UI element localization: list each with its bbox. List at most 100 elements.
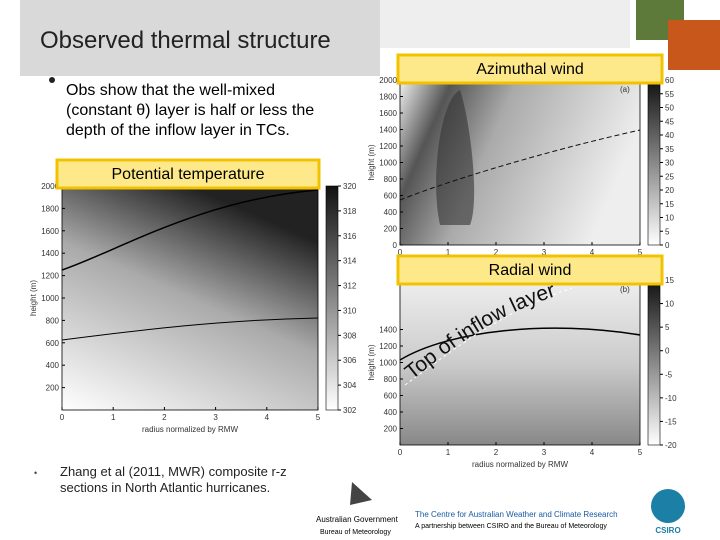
- contour-field: [400, 280, 640, 445]
- x-tick-label: 3: [542, 448, 547, 457]
- y-tick-label: 2000: [41, 182, 59, 191]
- y-tick-label: 1200: [379, 142, 397, 151]
- partner: A partnership between CSIRO and the Bure…: [415, 523, 607, 530]
- colorbar-tick-label: 35: [665, 145, 674, 154]
- label-box: [396, 53, 664, 85]
- y-tick-label: 800: [384, 175, 398, 184]
- colorbar-tick-label: -15: [665, 417, 677, 426]
- x-tick-label: 4: [265, 413, 270, 422]
- y-tick-label: 1000: [379, 359, 397, 368]
- colorbar-tick-label: 50: [665, 104, 674, 113]
- colorbar-tick-label: 306: [343, 356, 357, 365]
- colorbar-tick-label: 10: [665, 300, 674, 309]
- colorbar-tick-label: 320: [343, 182, 357, 191]
- bullet-line: Obs show that the well-mixed: [66, 82, 275, 99]
- x-tick-label: 2: [494, 248, 499, 257]
- y-tick-label: 1400: [41, 249, 59, 258]
- panel-tag: (b): [620, 285, 630, 294]
- colorbar-tick-label: -5: [665, 370, 673, 379]
- contour: [436, 90, 475, 225]
- colorbar-tick-label: 60: [665, 76, 674, 85]
- x-axis-label: radius normalized by RMW: [142, 425, 238, 434]
- x-tick-label: 1: [446, 448, 451, 457]
- bullet-dot: •: [34, 468, 37, 478]
- y-axis-label: height (m): [367, 344, 376, 380]
- panels: [61, 80, 641, 445]
- y-tick-label: 1600: [379, 109, 397, 118]
- csiro-logo: [651, 489, 685, 523]
- colorbar-tick-label: -10: [665, 394, 677, 403]
- colorbar-tick-label: 15: [665, 200, 674, 209]
- colorbar-tick-label: 302: [343, 406, 357, 415]
- x-tick-label: 2: [162, 413, 167, 422]
- x-tick-label: 3: [542, 248, 547, 257]
- x-axis-label: radius normalized by RMW: [472, 460, 568, 469]
- y-tick-label: 0: [393, 241, 398, 250]
- colorbar: [647, 279, 661, 446]
- title: Observed thermal structure: [40, 27, 331, 54]
- csiro: CSIRO: [655, 526, 680, 535]
- y-tick-label: 1800: [379, 93, 397, 102]
- x-tick-label: 3: [213, 413, 218, 422]
- contour-field: [62, 186, 318, 410]
- bullet: Obs show that the well-mixed (constant θ…: [66, 82, 314, 139]
- colorbar-tick-label: 308: [343, 331, 357, 340]
- y-tick-label: 1000: [379, 159, 397, 168]
- y-tick-label: 600: [46, 339, 60, 348]
- title-band-fade: [380, 0, 630, 48]
- y-tick-label: 2000: [379, 76, 397, 85]
- colorbar-tick-label: 0: [665, 347, 670, 356]
- bullet-line: depth of the inflow layer in TCs.: [66, 122, 290, 139]
- label-box: [55, 158, 321, 190]
- y-tick-label: 600: [384, 192, 398, 201]
- colorbar-tick-label: 30: [665, 159, 674, 168]
- contour-field: [400, 80, 640, 245]
- title-band: [20, 0, 380, 76]
- bullet-line: (constant θ) layer is half or less the: [66, 102, 314, 119]
- x-tick-label: 0: [60, 413, 65, 422]
- bom: Bureau of Meteorology: [320, 529, 391, 536]
- panel-label: Azimuthal wind: [476, 61, 584, 78]
- colorbar-tick-label: 25: [665, 172, 674, 181]
- y-tick-label: 1200: [41, 272, 59, 281]
- y-tick-label: 1400: [379, 126, 397, 135]
- x-tick-label: 2: [494, 448, 499, 457]
- y-tick-label: 400: [384, 408, 398, 417]
- label-box: [396, 254, 664, 286]
- colorbar-tick-label: 45: [665, 117, 674, 126]
- colorbar-tick-label: 10: [665, 214, 674, 223]
- x-tick-label: 5: [638, 448, 643, 457]
- x-tick-label: 5: [638, 248, 643, 257]
- x-tick-label: 0: [398, 448, 403, 457]
- citation: Zhang et al (2011, MWR) composite r-z: [60, 464, 287, 479]
- y-tick-label: 1400: [379, 326, 397, 335]
- colorbar-tick-label: 5: [665, 323, 670, 332]
- colorbar-tick-label: 0: [665, 241, 670, 250]
- y-tick-label: 400: [384, 208, 398, 217]
- y-tick-label: 800: [384, 375, 398, 384]
- colorbar-tick-label: 310: [343, 306, 357, 315]
- centre: The Centre for Australian Weather and Cl…: [415, 510, 618, 519]
- x-tick-label: 1: [111, 413, 116, 422]
- y-tick-label: 200: [384, 425, 398, 434]
- x-tick-label: 0: [398, 248, 403, 257]
- y-tick-label: 200: [384, 225, 398, 234]
- colorbar-tick-label: 304: [343, 381, 357, 390]
- y-tick-label: 800: [46, 316, 60, 325]
- photo: [668, 20, 720, 70]
- y-tick-label: 600: [384, 392, 398, 401]
- panel-label: Potential temperature: [112, 166, 265, 183]
- x-tick-label: 4: [590, 448, 595, 457]
- y-tick-label: 400: [46, 361, 60, 370]
- panel-label: Radial wind: [489, 262, 572, 279]
- colorbar: [325, 185, 339, 411]
- colorbar-tick-label: 40: [665, 131, 674, 140]
- contour: [61, 317, 319, 341]
- colorbar-tick-label: 55: [665, 90, 674, 99]
- y-tick-label: 1200: [379, 342, 397, 351]
- colorbar-tick-label: 20: [665, 186, 674, 195]
- x-tick-label: 4: [590, 248, 595, 257]
- x-tick-label: 5: [316, 413, 321, 422]
- colorbar-tick-label: 15: [665, 276, 674, 285]
